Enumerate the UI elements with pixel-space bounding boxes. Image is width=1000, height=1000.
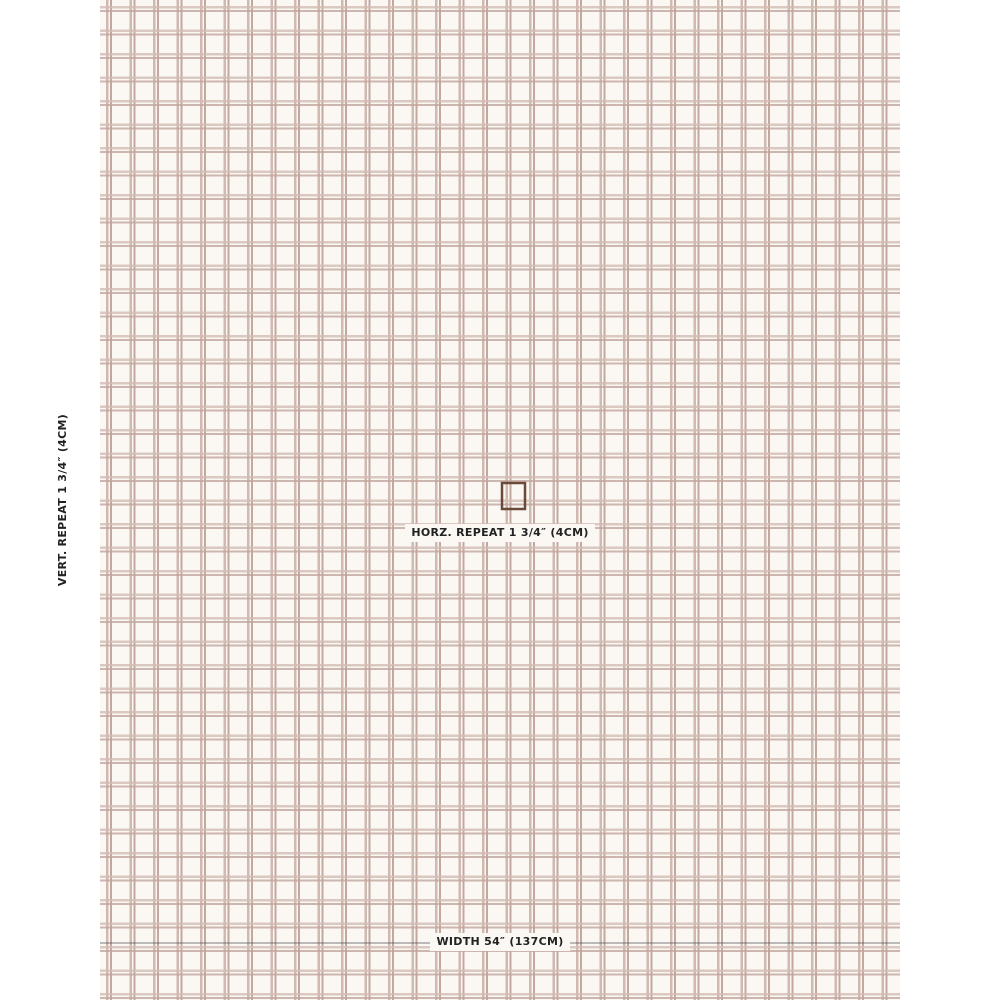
horizontal-repeat-label: HORZ. REPEAT 1 3/4″ (4CM) bbox=[411, 526, 588, 539]
label-backdrop bbox=[430, 933, 570, 951]
width-label: WIDTH 54″ (137CM) bbox=[436, 935, 563, 948]
label-backdrop bbox=[405, 524, 595, 542]
vertical-repeat-label: VERT. REPEAT 1 3/4″ (4CM) bbox=[56, 414, 69, 586]
fabric-swatch bbox=[100, 0, 900, 1000]
repeat-marker bbox=[500, 481, 527, 511]
